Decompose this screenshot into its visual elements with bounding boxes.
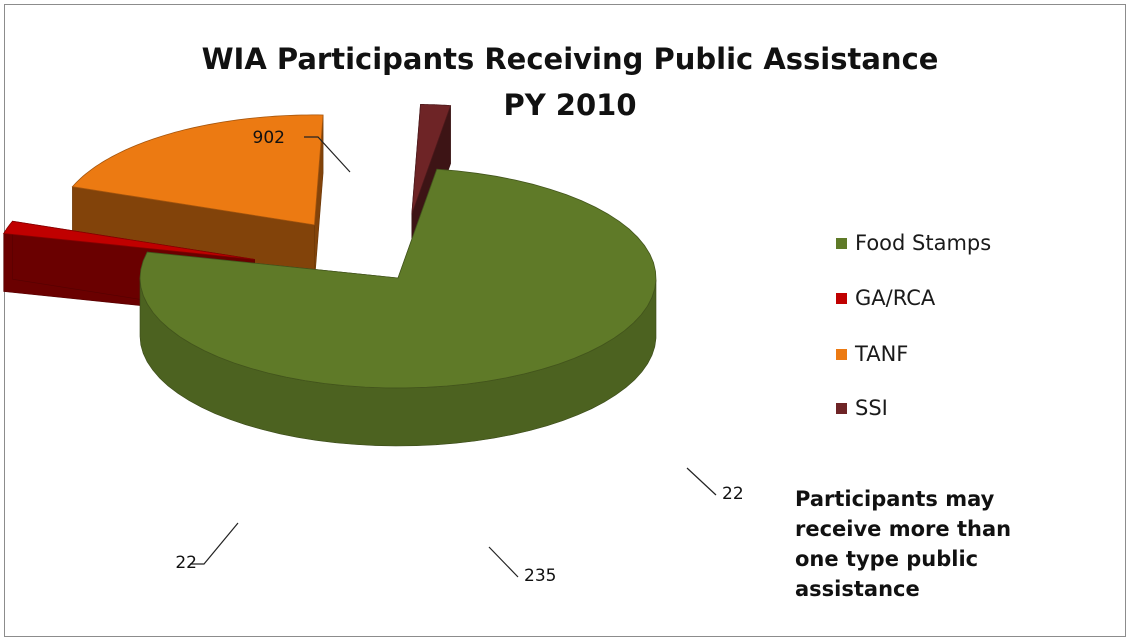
leader-line-ssi	[190, 522, 239, 565]
legend-swatch-ga-rca	[836, 292, 847, 304]
legend-item-food-stamps: Food Stamps	[836, 229, 991, 257]
legend-item-ga-rca: GA/RCA	[836, 284, 935, 312]
slice-food-stamps	[139, 168, 657, 447]
legend-label-ssi: SSI	[855, 396, 888, 420]
legend-swatch-ssi	[836, 402, 847, 414]
legend-item-ssi: SSI	[836, 394, 888, 422]
data-label-ssi: 22	[175, 553, 197, 573]
chart-title-line1: WIA Participants Receiving Public Assist…	[201, 42, 939, 76]
data-label-ga-rca: 22	[722, 484, 744, 504]
leader-line-ga-rca	[686, 467, 717, 496]
data-label-tanf: 235	[524, 566, 556, 586]
leader-line-tanf	[488, 546, 519, 578]
chart-title: WIA Participants Receiving Public Assist…	[40, 36, 1100, 128]
legend-label-ga-rca: GA/RCA	[855, 286, 936, 310]
data-label-food-stamps: 902	[253, 128, 285, 148]
legend-swatch-tanf	[836, 348, 847, 360]
legend-label-food-stamps: Food Stamps	[855, 231, 992, 255]
chart-note: Participants may receive more than one t…	[795, 487, 1012, 601]
legend-label-tanf: TANF	[855, 342, 909, 366]
legend-item-tanf: TANF	[836, 340, 908, 368]
chart-subtitle: PY 2010	[503, 88, 637, 122]
leader-line-food-stamps	[304, 136, 351, 173]
legend-swatch-food-stamps	[836, 237, 847, 249]
